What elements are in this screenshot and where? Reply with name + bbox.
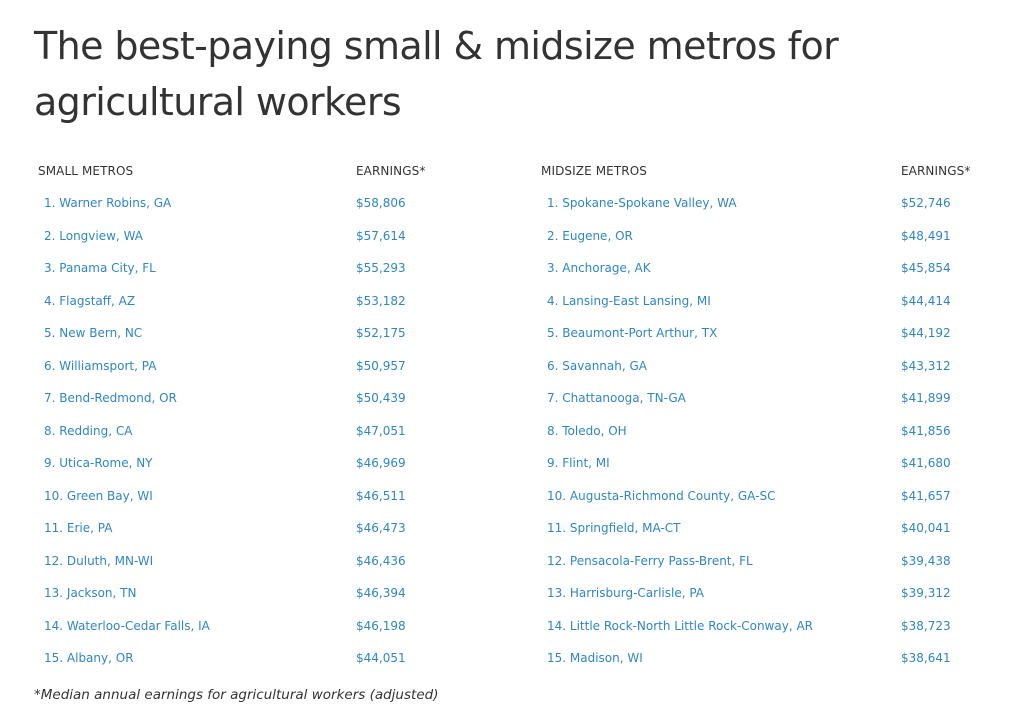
earnings-value: $52,746 [901,196,951,210]
earnings-value: $41,680 [901,456,951,470]
metro-name: 2. Eugene, OR [547,228,633,243]
earnings-value: $41,856 [901,423,951,438]
metro-name: 9. Utica-Rome, NY [44,456,153,470]
metro-name: 8. Redding, CA [44,423,133,438]
earnings-value: $40,041 [901,521,951,535]
metro-name: 8. Toledo, OH [547,423,627,438]
midsize-metros-header: MIDSIZE METROS [541,164,647,178]
metro-name: 5. New Bern, NC [44,326,143,340]
metro-name: 7. Chattanooga, TN-GA [547,391,686,405]
metro-name: 4. Flagstaff, AZ [44,293,136,308]
midsize-metros-earnings-header: EARNINGS* [901,164,971,178]
earnings-value: $38,641 [901,651,951,665]
metro-name: 14. Little Rock-North Little Rock-Conway… [547,618,814,633]
page-title: The best-paying small & midsize metros f… [34,24,839,124]
earnings-value: $52,175 [356,326,406,340]
metro-name: 12. Duluth, MN-WI [44,553,154,568]
metro-name: 1. Warner Robins, GA [44,196,172,210]
earnings-value: $44,414 [901,293,951,308]
earnings-value: $58,806 [356,196,406,210]
earnings-value: $46,198 [356,618,406,633]
metro-name: 12. Pensacola-Ferry Pass-Brent, FL [547,553,753,568]
earnings-value: $39,438 [901,553,951,568]
metro-name: 5. Beaumont-Port Arthur, TX [547,326,718,340]
metro-name: 1. Spokane-Spokane Valley, WA [547,196,737,210]
metro-name: 10. Green Bay, WI [44,488,153,503]
earnings-value: $57,614 [356,228,406,243]
earnings-value: $47,051 [356,423,406,438]
earnings-value: $48,491 [901,228,951,243]
metro-name: 15. Madison, WI [547,651,643,665]
footnote: *Median annual earnings for agricultural… [34,687,439,703]
earnings-value: $41,899 [901,391,951,405]
earnings-value: $50,439 [356,391,406,405]
earnings-value: $50,957 [356,358,406,373]
metro-name: 6. Savannah, GA [547,358,647,373]
earnings-value: $41,657 [901,488,951,503]
metro-name: 3. Anchorage, AK [547,261,651,275]
earnings-value: $45,854 [901,261,951,275]
metro-name: 4. Lansing-East Lansing, MI [547,293,711,308]
metro-name: 7. Bend-Redmond, OR [44,391,177,405]
metro-name: 6. Williamsport, PA [44,358,157,373]
earnings-value: $46,436 [356,553,406,568]
earnings-value: $39,312 [901,586,951,600]
earnings-value: $44,192 [901,326,951,340]
earnings-value: $46,511 [356,488,406,503]
earnings-value: $38,723 [901,618,951,633]
metro-name: 15. Albany, OR [44,651,134,665]
earnings-value: $44,051 [356,651,406,665]
metro-name: 11. Springfield, MA-CT [547,521,681,535]
earnings-value: $53,182 [356,293,406,308]
metro-name: 13. Jackson, TN [44,586,137,600]
earnings-value: $46,969 [356,456,406,470]
metro-name: 3. Panama City, FL [44,261,156,275]
earnings-value: $46,473 [356,521,406,535]
metro-name: 13. Harrisburg-Carlisle, PA [547,586,705,600]
metro-name: 14. Waterloo-Cedar Falls, IA [44,618,210,633]
metro-name: 2. Longview, WA [44,228,143,243]
metro-name: 10. Augusta-Richmond County, GA-SC [547,488,776,503]
earnings-value: $46,394 [356,586,406,600]
earnings-value: $55,293 [356,261,406,275]
metro-name: 9. Flint, MI [547,456,610,470]
small-metros-header: SMALL METROS [38,164,134,178]
metro-name: 11. Erie, PA [44,521,113,535]
small-metros-earnings-header: EARNINGS* [356,164,426,178]
earnings-value: $43,312 [901,358,951,373]
